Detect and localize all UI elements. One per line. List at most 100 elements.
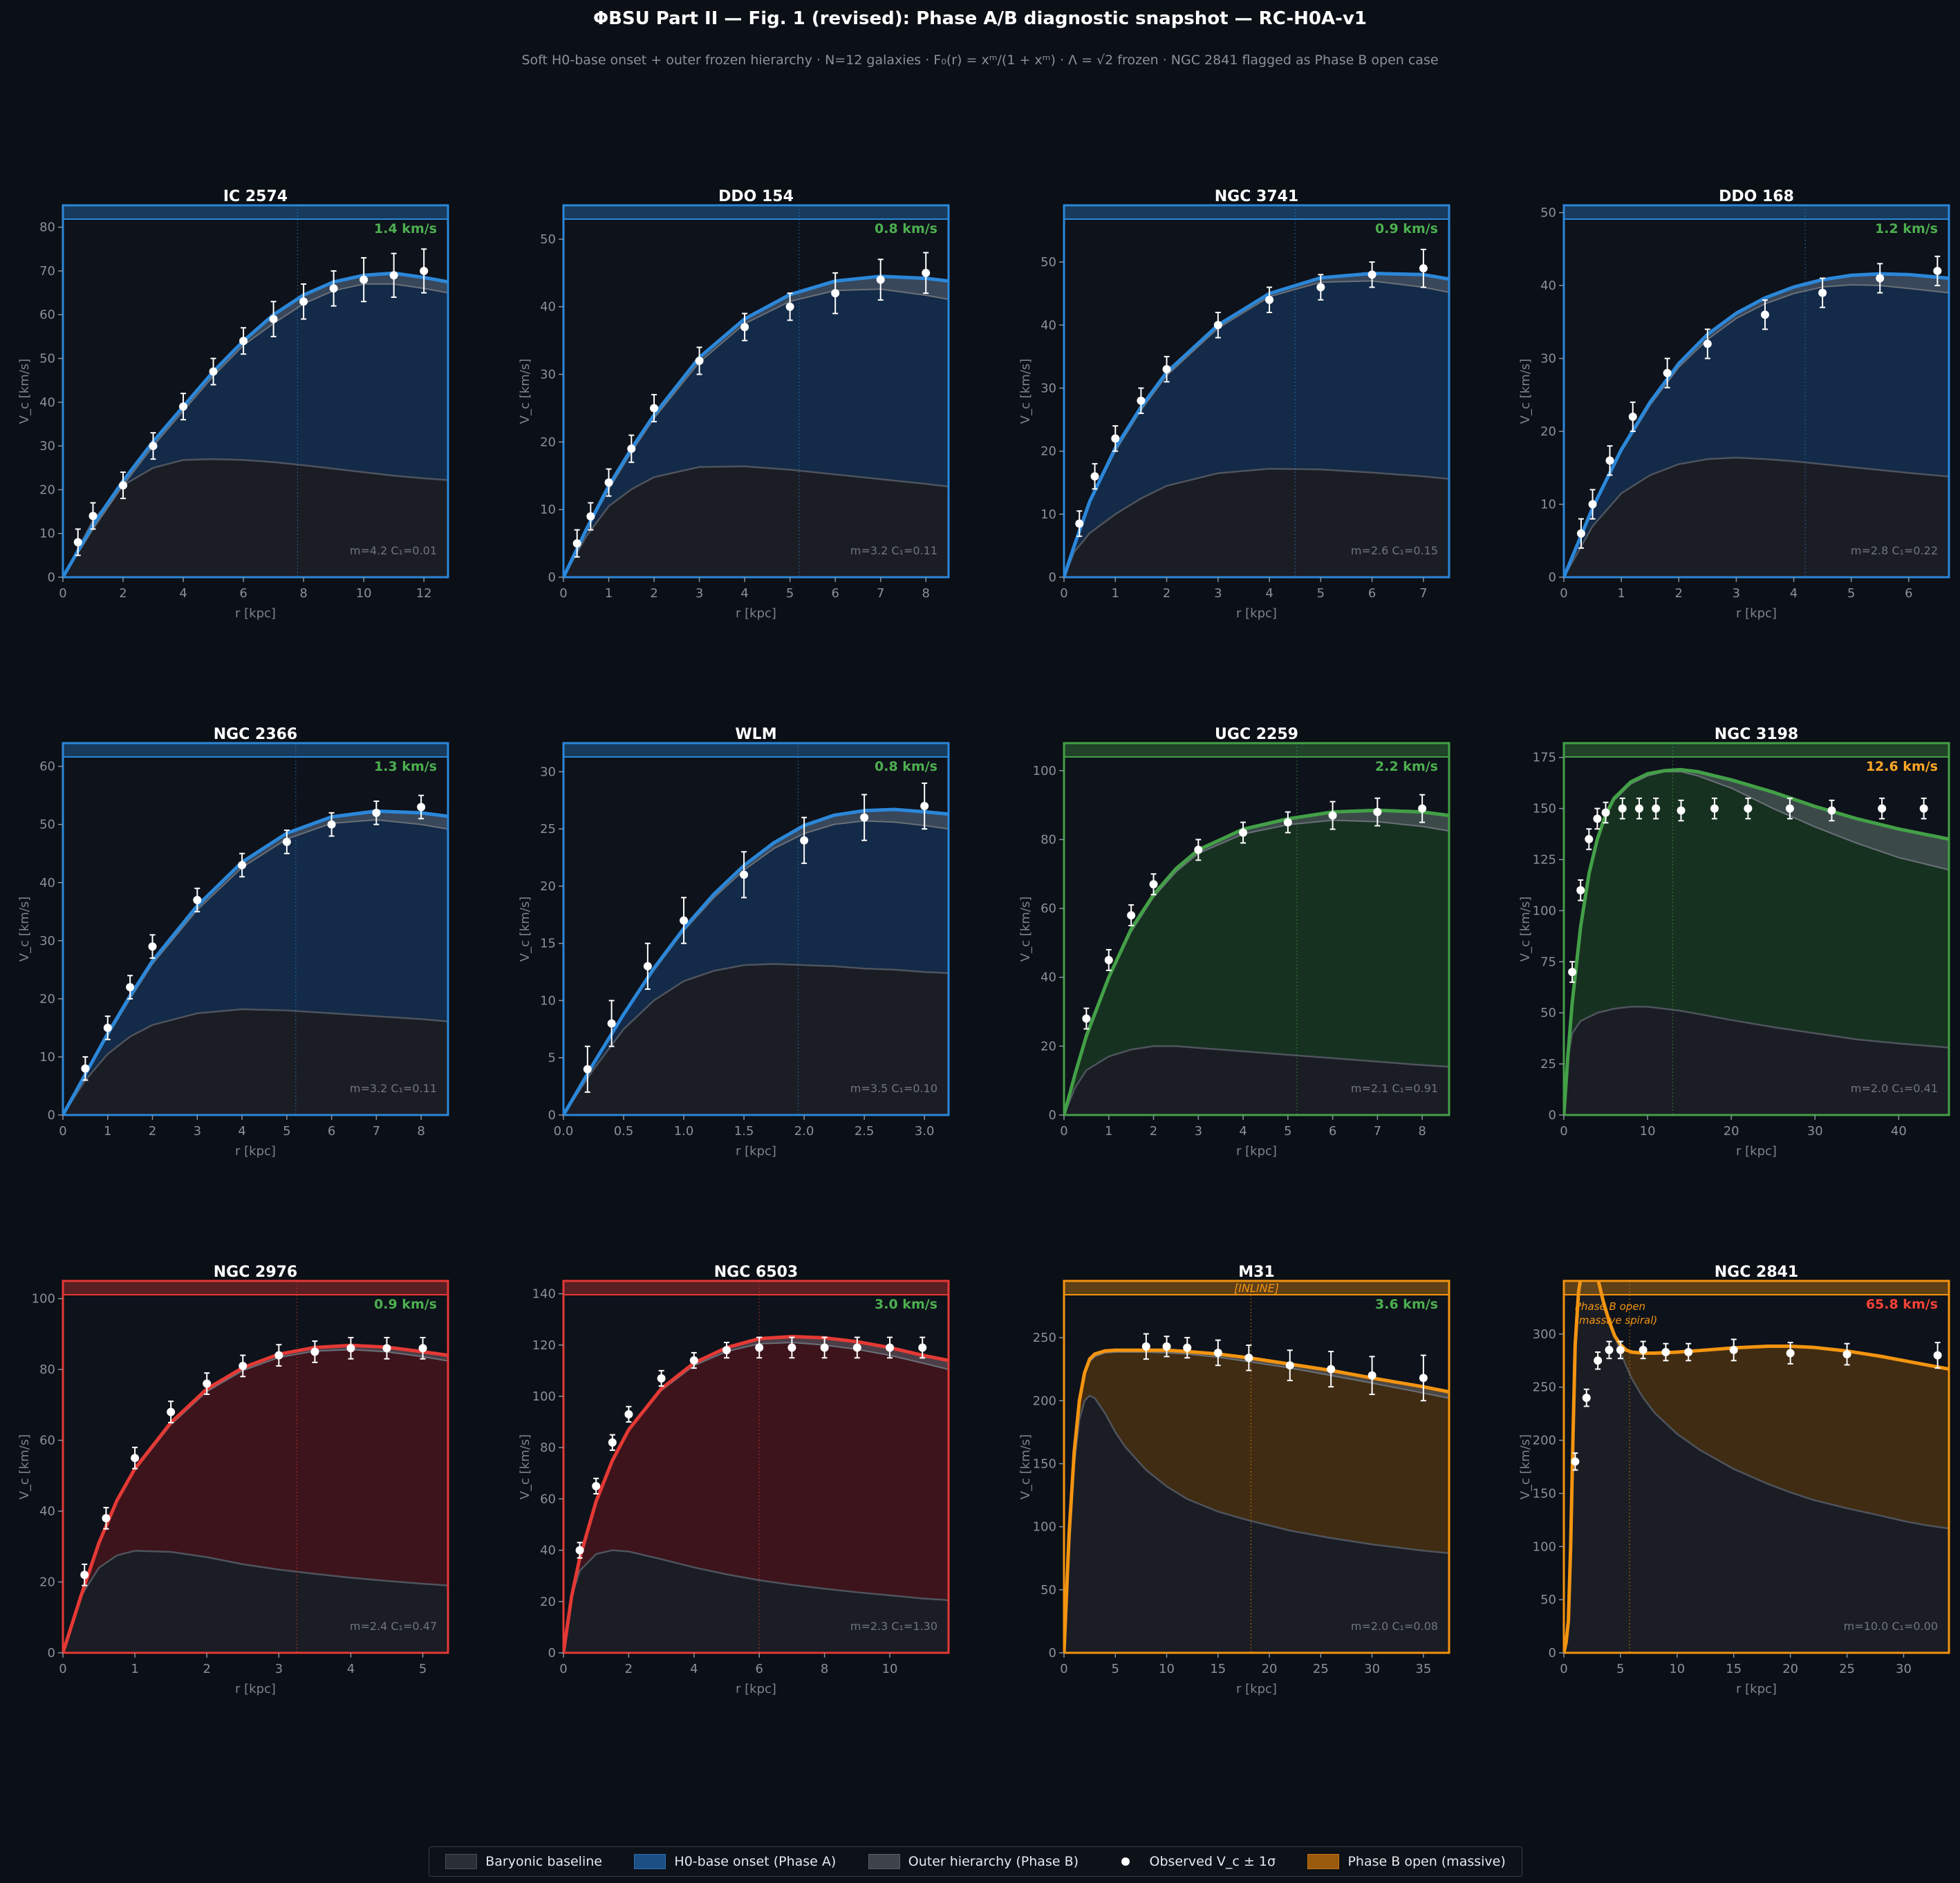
fit-parameters: m=3.2 C₁=0.11: [350, 1082, 437, 1095]
observed-points: [1568, 797, 1928, 983]
x-tick-label: 4: [238, 1124, 245, 1139]
x-tick-label: 25: [1313, 1662, 1329, 1676]
panel-title: WLM: [735, 726, 776, 743]
y-tick-label: 30: [39, 934, 55, 948]
x-tick-label: 3: [194, 1124, 201, 1139]
baryonic-baseline-fill: [563, 466, 949, 577]
h0-onset-fill: [1564, 769, 1949, 1115]
h0-onset-fill: [63, 1345, 448, 1653]
observed-point: [1601, 808, 1610, 817]
y-tick-label: 0: [48, 1646, 55, 1660]
legend-label: Phase B open (massive): [1347, 1854, 1506, 1869]
observed-points: [1075, 248, 1428, 537]
observed-point: [592, 1481, 601, 1490]
y-tick-label: 20: [540, 1595, 556, 1609]
rms-metric: 12.6 km/s: [1866, 759, 1938, 774]
rms-metric: 0.9 km/s: [1375, 221, 1438, 236]
y-tick-label: 50: [1540, 206, 1556, 221]
y-tick-label: 5: [548, 1051, 556, 1065]
y-axis-label: V_c [km/s]: [518, 359, 532, 424]
observed-point: [575, 1546, 584, 1555]
observed-point: [1075, 519, 1084, 528]
y-tick-label: 0: [1049, 570, 1056, 585]
x-tick-label: 0.0: [554, 1124, 574, 1139]
x-tick-label: 6: [755, 1662, 763, 1676]
observed-point: [73, 538, 82, 547]
observed-point: [1827, 806, 1836, 815]
baryonic-baseline-fill: [63, 1009, 448, 1115]
chart-panel: [INLINE] 0 5 10 15 20 25 30 35 0 50 100 150 200 250 r […: [1018, 1264, 1450, 1696]
observed-point: [1283, 818, 1292, 827]
plot-frame: [1562, 742, 1950, 1116]
x-axis-label: r [kpc]: [1236, 1682, 1277, 1696]
observed-point: [1663, 368, 1672, 377]
observed-point: [126, 983, 135, 992]
plot-frame: [1063, 1280, 1450, 1654]
observed-points: [1141, 1333, 1428, 1402]
legend: Baryonic baseline H0-base onset (Phase A…: [429, 1846, 1522, 1877]
observed-point: [1786, 1349, 1795, 1358]
observed-point: [1183, 1343, 1192, 1352]
x-tick-label: 5: [1284, 1124, 1291, 1139]
y-tick-label: 0: [548, 570, 556, 585]
legend-swatch-h0-onset: [634, 1854, 666, 1869]
x-tick-label: 3.0: [915, 1124, 935, 1139]
observed-point: [1710, 804, 1719, 813]
h0-onset-fill: [1564, 1281, 1949, 1653]
plot-frame: [1562, 1280, 1950, 1654]
observed-point: [1785, 804, 1794, 813]
phase-banner: [1564, 205, 1949, 219]
observed-point: [583, 1065, 592, 1074]
x-tick-label: 5: [283, 1124, 290, 1139]
phase-banner: [1064, 743, 1449, 757]
x-tick-label: 25: [1839, 1662, 1855, 1676]
observed-points: [81, 794, 426, 1081]
x-tick-label: 5: [1847, 586, 1855, 601]
figure-title: ΦBSU Part II — Fig. 1 (revised): Phase A…: [593, 8, 1367, 29]
baryonic-curve: [1564, 456, 1949, 577]
observed-point: [239, 1361, 248, 1370]
observed-point: [607, 1019, 616, 1028]
plot-frame: [62, 742, 449, 1116]
observed-point: [852, 1343, 861, 1352]
x-tick-label: 3: [275, 1662, 283, 1676]
y-tick-label: 50: [1540, 1593, 1556, 1607]
observed-point: [1744, 804, 1753, 813]
plot-area: [1564, 205, 1949, 577]
baryonic-curve: [563, 1549, 949, 1653]
observed-point: [1594, 1356, 1603, 1365]
model-curve: [1064, 271, 1449, 577]
y-tick-label: 60: [39, 1434, 55, 1448]
observed-point: [1419, 264, 1428, 273]
y-tick-label: 80: [39, 221, 55, 235]
x-tick-label: 20: [1782, 1662, 1798, 1676]
rms-metric: 3.6 km/s: [1375, 1297, 1438, 1312]
y-tick-label: 50: [540, 232, 556, 247]
plot-frame: [1063, 204, 1450, 579]
observed-point: [282, 837, 291, 846]
x-tick-label: 7: [1374, 1124, 1381, 1139]
x-tick-label: 4: [1790, 586, 1798, 601]
plot-area: [63, 743, 448, 1115]
y-tick-label: 50: [1540, 1006, 1556, 1020]
observed-point: [920, 802, 929, 811]
observed-point: [1137, 396, 1146, 405]
x-tick-label: 1: [605, 586, 613, 601]
x-tick-label: 12: [416, 586, 432, 601]
y-tick-label: 80: [540, 1441, 556, 1455]
y-tick-label: 40: [1540, 279, 1556, 293]
model-curve: [63, 1343, 448, 1653]
baryonic-baseline-fill: [1064, 1046, 1449, 1115]
fit-parameters: m=10.0 C₁=0.00: [1844, 1620, 1938, 1633]
observed-point: [918, 1343, 927, 1352]
y-tick-label: 250: [1533, 1380, 1556, 1395]
y-tick-label: 10: [39, 527, 55, 541]
rms-metric: 65.8 km/s: [1866, 1297, 1938, 1312]
y-tick-label: 40: [1040, 971, 1056, 985]
observed-point: [102, 1514, 111, 1523]
panel-title: M31: [1238, 1264, 1275, 1281]
x-tick-label: 1: [1105, 1124, 1112, 1139]
y-axis-label: V_c [km/s]: [1518, 359, 1533, 424]
plot-frame: [562, 742, 950, 1116]
x-axis-label: r [kpc]: [1736, 1682, 1777, 1696]
